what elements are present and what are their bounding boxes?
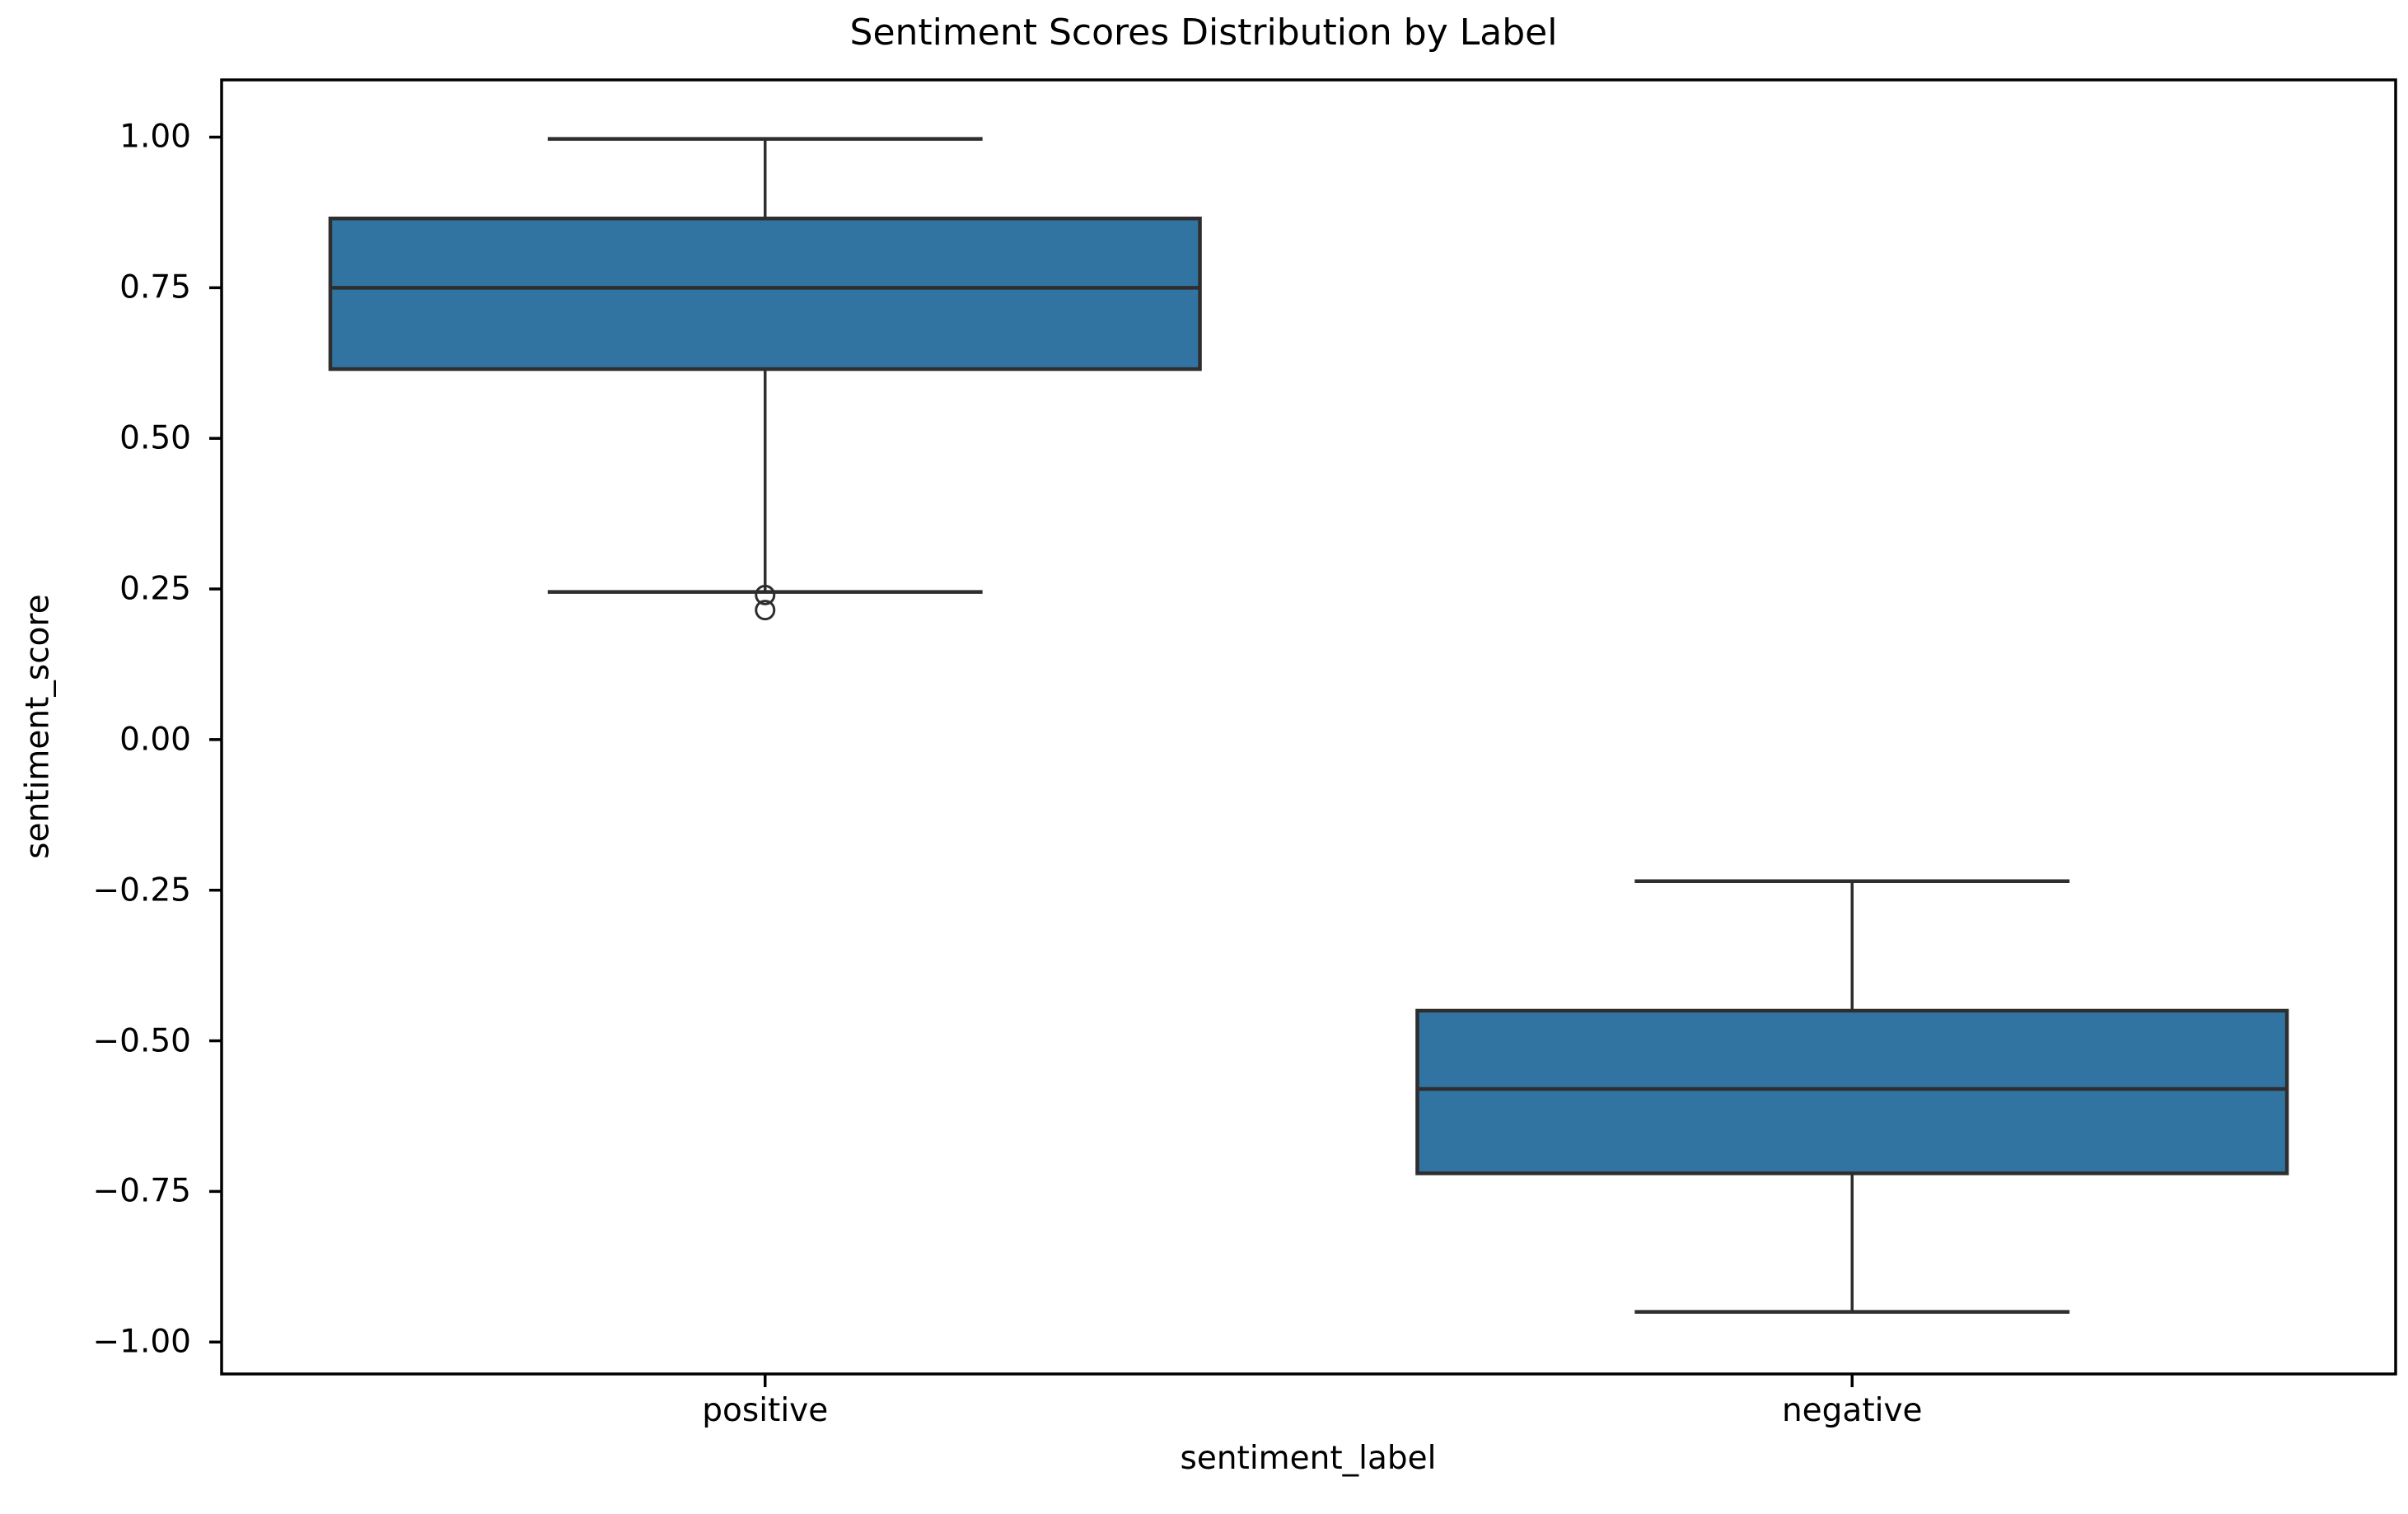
y-tick-label: 0.50 <box>119 419 191 457</box>
chart-title: Sentiment Scores Distribution by Label <box>849 12 1558 54</box>
y-tick-label: 0.00 <box>119 721 191 759</box>
outlier-point <box>755 584 776 605</box>
box-negative <box>1415 1008 2289 1175</box>
y-tick-label: 0.25 <box>119 570 191 608</box>
x-axis-label: sentiment_label <box>1180 1440 1437 1477</box>
y-tick-label: −1.00 <box>92 1323 191 1361</box>
x-tick-label: negative <box>1781 1392 1923 1429</box>
y-tick-label: −0.75 <box>92 1172 191 1210</box>
y-tick-label: 1.00 <box>119 118 191 156</box>
outlier-point <box>755 600 776 621</box>
y-tick-label: −0.25 <box>92 871 191 909</box>
x-tick-label: positive <box>702 1392 829 1429</box>
y-tick-label: 0.75 <box>119 269 191 306</box>
axes-frame <box>220 78 2397 1376</box>
y-tick-label: −0.50 <box>92 1022 191 1060</box>
box-positive <box>328 216 1202 371</box>
y-axis-label: sentiment_score <box>19 594 57 859</box>
